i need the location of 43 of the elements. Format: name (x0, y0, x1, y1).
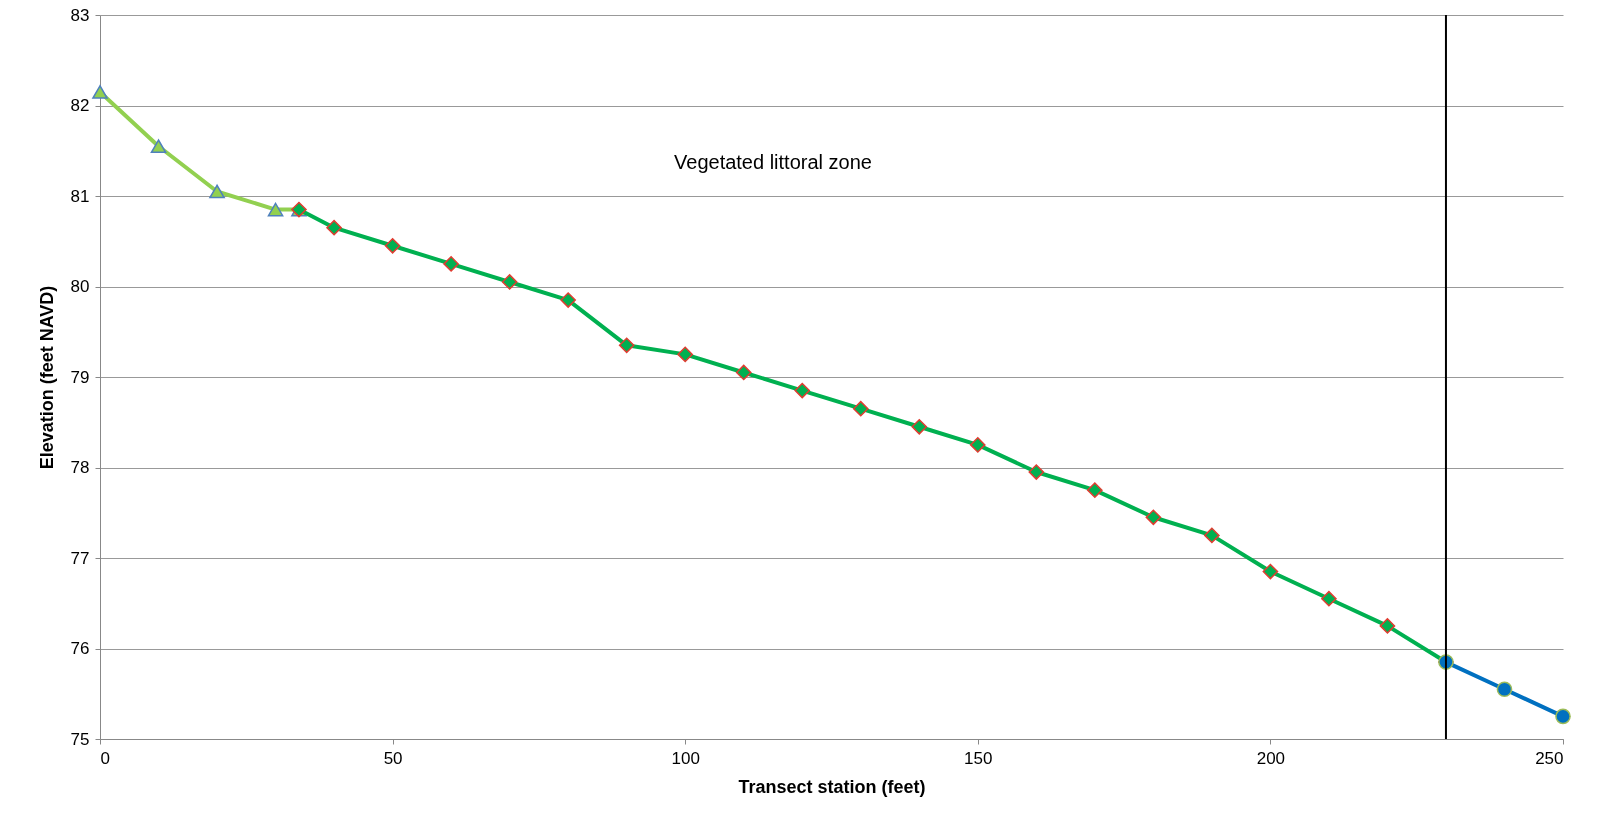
x-tick-label: 150 (964, 748, 993, 768)
y-tick-label: 79 (70, 367, 90, 387)
x-axis-title: Transect station (feet) (738, 776, 926, 797)
y-tick-label: 75 (70, 729, 90, 749)
point (209, 184, 225, 199)
point (326, 219, 342, 236)
x-tick-label: 250 (1535, 748, 1564, 768)
point (1496, 681, 1513, 698)
point (1087, 482, 1103, 498)
point (1379, 618, 1396, 634)
y-tick-label: 82 (70, 96, 90, 115)
y-tick-label: 76 (70, 639, 90, 658)
annotation: Vegetated littoral zone (674, 151, 872, 174)
y-tick-label: 83 (70, 5, 90, 25)
y-tick-label: 80 (70, 277, 90, 296)
point (794, 382, 811, 399)
point (1145, 509, 1162, 526)
x-tick-label: 200 (1256, 748, 1286, 768)
y-tick-label: 78 (70, 458, 90, 477)
point (911, 418, 928, 435)
point (443, 256, 459, 272)
x-tick-label: 0 (100, 748, 110, 768)
y-tick-label: 81 (70, 186, 90, 206)
point (501, 274, 518, 290)
point (618, 337, 635, 354)
x-tick-label: 50 (383, 748, 403, 768)
point (1555, 708, 1571, 725)
x-tick-label: 100 (671, 748, 700, 768)
point (92, 85, 108, 99)
point (1204, 527, 1220, 544)
point (150, 139, 167, 154)
point (267, 202, 284, 217)
point (969, 437, 986, 453)
y-axis-title: Elevation (feet NAVD) (36, 285, 57, 470)
y-tick-label: 77 (70, 548, 90, 568)
point (735, 364, 752, 381)
point (677, 346, 694, 363)
point (384, 237, 401, 254)
point (1262, 563, 1279, 580)
point (1028, 464, 1045, 480)
point (1321, 590, 1337, 607)
point (852, 400, 869, 417)
point (560, 292, 576, 308)
